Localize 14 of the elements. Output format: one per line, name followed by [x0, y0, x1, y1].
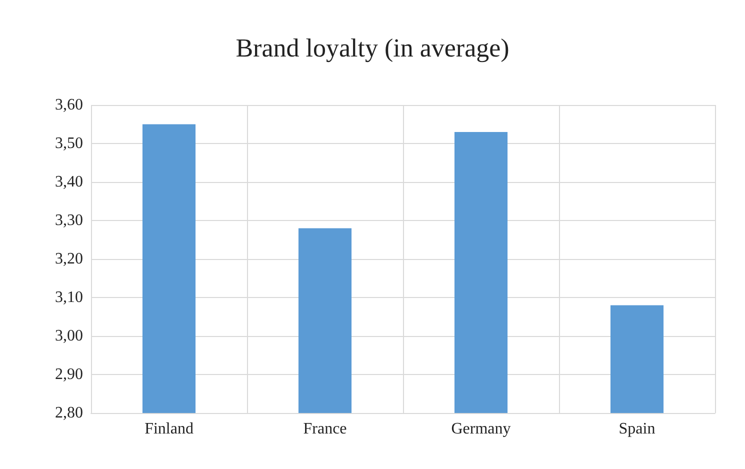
y-tick-label: 2,80: [55, 404, 83, 422]
chart-title: Brand loyalty (in average): [236, 34, 510, 62]
y-tick-label: 3,50: [55, 135, 83, 152]
y-tick-label: 3,40: [55, 174, 83, 190]
x-tick-label: Germany: [451, 420, 511, 438]
y-tick-label: 3,20: [55, 250, 83, 268]
y-tick-label: 3,30: [55, 212, 83, 229]
y-tick-label: 3,10: [55, 289, 83, 306]
y-tick-label: 3,00: [55, 328, 83, 344]
x-tick-label: Finland: [144, 420, 194, 438]
x-tick-label: France: [303, 420, 347, 438]
y-tick-label: 3,60: [55, 96, 83, 114]
y-tick-label: 2,90: [55, 366, 83, 383]
x-tick-label: Spain: [618, 420, 656, 438]
